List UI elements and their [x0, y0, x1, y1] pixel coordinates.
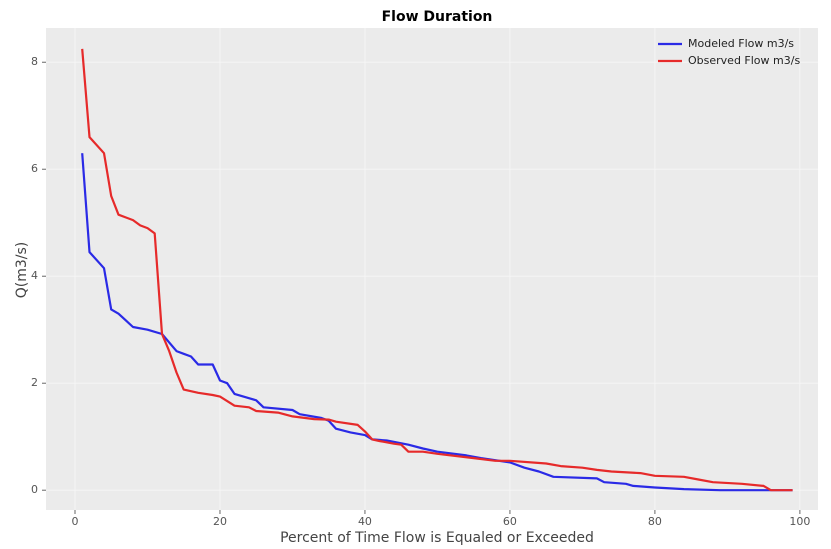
chart-title: Flow Duration — [382, 9, 493, 25]
y-axis-label: Q(m3/s) — [14, 242, 30, 299]
x-tick-label: 40 — [358, 515, 372, 528]
legend-label: Observed Flow m3/s — [688, 54, 800, 67]
x-tick-label: 0 — [71, 515, 78, 528]
y-tick-label: 6 — [31, 162, 38, 175]
y-tick-label: 2 — [31, 376, 38, 389]
legend-label: Modeled Flow m3/s — [688, 37, 794, 50]
plot-area — [46, 28, 818, 510]
series-line — [81, 48, 793, 492]
y-tick-label: 4 — [31, 269, 38, 282]
x-tick-label: 80 — [648, 515, 662, 528]
x-tick-label: 20 — [213, 515, 227, 528]
y-tick-label: 0 — [31, 483, 38, 496]
x-tick-label: 100 — [789, 515, 810, 528]
x-tick-label: 60 — [503, 515, 517, 528]
y-tick-label: 8 — [31, 55, 38, 68]
x-axis-label: Percent of Time Flow is Equaled or Excee… — [280, 530, 594, 546]
